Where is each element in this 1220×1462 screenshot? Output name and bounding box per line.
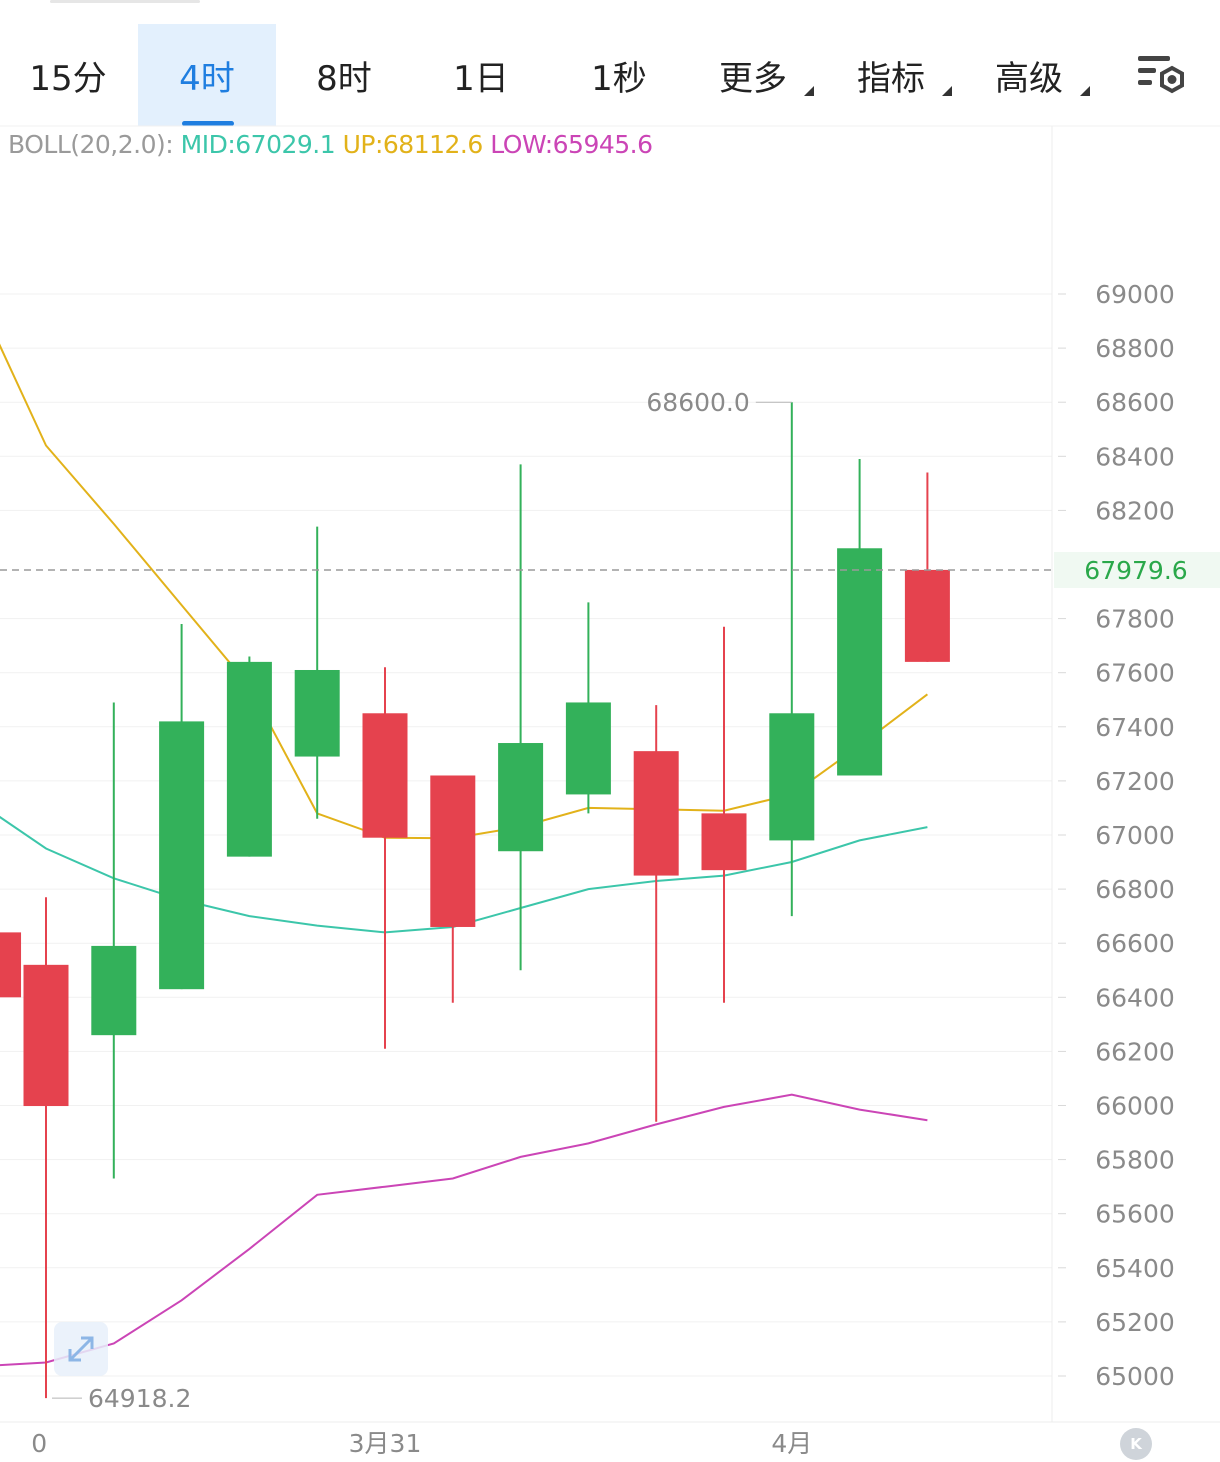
expand-arrows-icon	[68, 1336, 94, 1362]
candle-up	[159, 624, 205, 990]
y-tick-label: 67200	[1095, 767, 1175, 796]
candle-body	[91, 945, 137, 1036]
tab-1d[interactable]: 1日	[412, 24, 550, 126]
dropdown-triangle-icon	[804, 86, 814, 96]
tab-label: 高级	[995, 58, 1063, 99]
y-tick-label: 66200	[1095, 1037, 1175, 1066]
x-tick-label: 3月31	[349, 1429, 422, 1458]
x-axis-labels: 0 3月31 4月	[31, 1429, 812, 1458]
tab-8h[interactable]: 8时	[276, 24, 412, 126]
candle-body	[769, 713, 815, 841]
chart-annotations: 67979.6 68600.0 64918.2	[0, 388, 1220, 1413]
boll-up-value: UP:68112.6	[342, 130, 484, 159]
candle-up	[769, 402, 815, 917]
candle-body	[0, 932, 22, 998]
y-tick-label: 65600	[1095, 1200, 1175, 1229]
k-logo-badge: K	[1120, 1428, 1152, 1460]
y-tick-label: 66400	[1095, 983, 1175, 1012]
tab-label: 更多	[719, 58, 787, 99]
dropdown-triangle-icon	[1080, 86, 1090, 96]
tab-more[interactable]: 更多	[688, 24, 818, 126]
y-tick-label: 67000	[1095, 821, 1175, 850]
y-tick-label: 67800	[1095, 605, 1175, 634]
y-tick-label: 67600	[1095, 659, 1175, 688]
tab-4h[interactable]: 4时	[138, 24, 276, 126]
active-tab-indicator	[182, 121, 234, 126]
boll-lower-line	[0, 1093, 928, 1367]
candle-down	[430, 775, 476, 1003]
candle-up	[837, 459, 883, 776]
timeframe-toolbar: 15分 4时 8时 1日 1秒 更多 指标 高级	[0, 0, 1220, 126]
tab-indicators[interactable]: 指标	[826, 24, 956, 126]
high-marker-label: 68600.0	[646, 388, 749, 417]
current-price-tag	[1054, 552, 1220, 589]
top-drag-handle	[50, 0, 200, 3]
y-tick-label: 68600	[1095, 388, 1175, 417]
tab-label: 1秒	[591, 58, 647, 99]
low-marker-label: 64918.2	[88, 1384, 191, 1413]
y-tick-label: 65000	[1095, 1362, 1175, 1391]
candle-body	[430, 775, 476, 927]
expand-chart-button[interactable]	[54, 1322, 108, 1376]
chart-settings-icon[interactable]	[1134, 50, 1190, 102]
candle-up	[91, 702, 137, 1179]
candle-up	[565, 602, 611, 814]
y-tick-label: 67400	[1095, 713, 1175, 742]
candle-down	[904, 472, 950, 662]
candle-down	[362, 667, 408, 1049]
current-price-label: 67979.6	[1084, 556, 1187, 585]
y-tick-label: 65800	[1095, 1146, 1175, 1175]
y-axis-ticks: 65000 65200 65400 65600 65800 66000 66200 66400…	[1058, 280, 1175, 1391]
y-tick-label: 68200	[1095, 496, 1175, 525]
candle-up	[294, 526, 340, 819]
candle-body	[159, 721, 205, 990]
x-tick-label: 4月	[771, 1429, 812, 1458]
tab-label: 8时	[316, 58, 372, 99]
boll-params: BOLL(20,2.0):	[8, 130, 174, 159]
candle-up	[498, 464, 544, 971]
x-tick-label: 0	[31, 1429, 47, 1458]
candle-body	[23, 964, 69, 1107]
candle-body	[498, 743, 544, 852]
boll-indicator-legend: BOLL(20,2.0): MID:67029.1 UP:68112.6 LOW…	[8, 130, 653, 159]
tab-15min[interactable]: 15分	[0, 24, 136, 126]
y-tick-label: 65200	[1095, 1308, 1175, 1337]
candle-down	[23, 897, 69, 1399]
candle-body	[362, 713, 408, 838]
y-tick-label: 65400	[1095, 1254, 1175, 1283]
y-tick-label: 66000	[1095, 1092, 1175, 1121]
candle-body	[294, 669, 340, 757]
candle-body	[837, 548, 883, 776]
boll-mid-value: MID:67029.1	[180, 130, 336, 159]
tab-label: 1日	[453, 58, 509, 99]
y-tick-label: 66600	[1095, 929, 1175, 958]
candle-body	[904, 569, 950, 662]
y-tick-label: 66800	[1095, 875, 1175, 904]
candle-up	[226, 656, 272, 857]
y-tick-label: 68800	[1095, 334, 1175, 363]
y-tick-label: 69000	[1095, 280, 1175, 309]
candle-down	[0, 932, 22, 998]
dropdown-triangle-icon	[942, 86, 952, 96]
tab-label: 15分	[29, 58, 107, 99]
tab-label: 指标	[857, 58, 925, 99]
candles	[0, 402, 950, 1399]
candle-body	[226, 661, 272, 857]
tab-1s[interactable]: 1秒	[550, 24, 688, 126]
y-tick-label: 68400	[1095, 442, 1175, 471]
candle-body	[633, 751, 679, 876]
candle-body	[701, 813, 747, 871]
tab-label: 4时	[179, 58, 235, 99]
badge-letter: K	[1130, 1435, 1142, 1453]
candle-body	[565, 702, 611, 795]
candle-down	[633, 705, 679, 1122]
candle-down	[701, 626, 747, 1003]
tab-advanced[interactable]: 高级	[964, 24, 1094, 126]
boll-low-value: LOW:65945.6	[490, 130, 653, 159]
chart-settings-glyph	[1138, 56, 1184, 94]
